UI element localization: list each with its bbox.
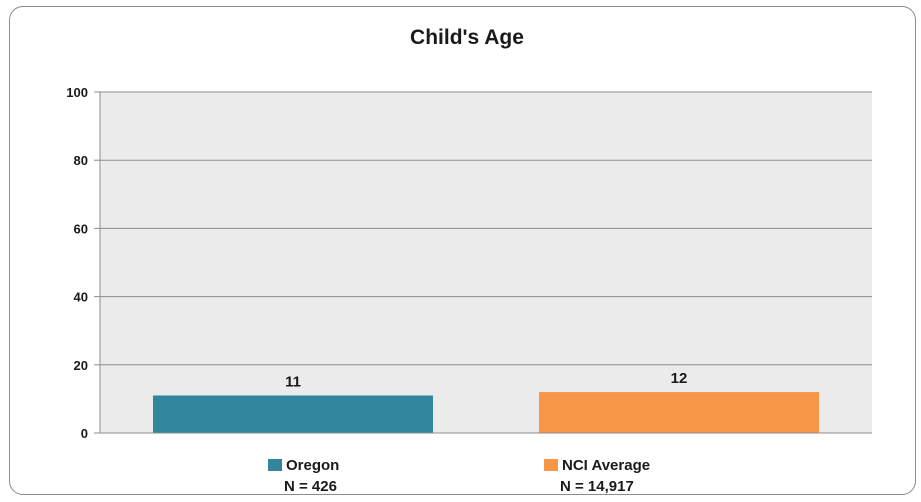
y-tick-label: 0 [81, 426, 88, 441]
chart-title: Child's Age [410, 26, 524, 49]
data-labels: 11 12 [285, 370, 687, 390]
bar-oregon [153, 395, 433, 433]
data-label: 11 [285, 373, 301, 390]
legend-label: NCI Average [562, 457, 650, 474]
legend-sample-size: N = 14,917 [560, 478, 634, 495]
legend-sample-size: N = 426 [284, 478, 337, 495]
legend-swatch [544, 459, 558, 471]
y-tick-label: 100 [66, 85, 88, 100]
y-tick-label: 40 [74, 290, 88, 305]
y-tick-label: 80 [74, 153, 88, 168]
bars [153, 392, 819, 433]
plot-area [100, 92, 872, 433]
bar-nci-average [539, 392, 819, 433]
gridlines [100, 91, 872, 366]
legend: Oregon N = 426 NCI Average N = 14,917 [268, 457, 650, 495]
y-tick-label: 20 [74, 358, 88, 373]
legend-label: Oregon [286, 457, 339, 474]
y-tick-label: 60 [74, 221, 88, 236]
y-axis-ticks: 0 20 40 60 80 100 [66, 85, 100, 441]
legend-swatch [268, 459, 282, 471]
data-label: 12 [671, 370, 688, 387]
